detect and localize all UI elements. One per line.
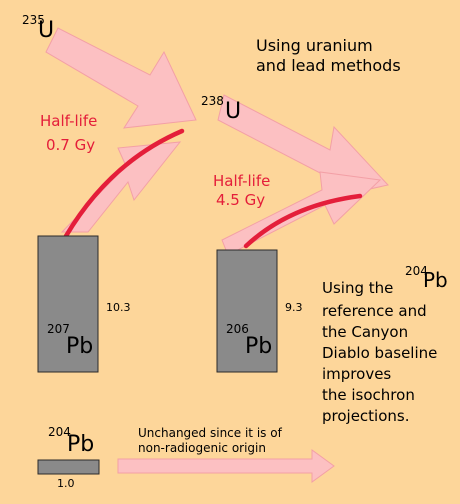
side-note-line-5: improves [322,365,392,383]
pb204-note-line-1: Unchanged since it is of [138,426,282,440]
pb206-value: 9.3 [285,301,303,314]
title-line-2: and lead methods [256,56,401,75]
pb204-value: 1.0 [57,477,75,490]
side-note-line-7: projections. [322,407,410,425]
pb204-symbol: Pb [67,432,95,457]
side-note-line-3: the Canyon [322,323,409,341]
u238-symbol: U [225,99,242,124]
u235-half-life-value: 0.7 Gy [46,136,96,154]
pb207-growth-arrow [60,141,182,233]
side-note-line-1: Using the [322,279,394,297]
pb204-note-line-2: non-radiogenic origin [138,441,266,455]
side-note-line-2: reference and [322,302,427,320]
pb206-symbol: Pb [245,334,273,359]
u235-half-life-curve [63,128,185,239]
pb207-bar [37,235,99,373]
side-note-line-6: the isochron [322,386,415,404]
side-note-ref-symbol: Pb [423,268,448,292]
u238-half-life-label: Half-life [213,172,271,190]
pb206-mass-number: 206 [226,322,249,336]
side-note-ref-mass: 204 [405,264,428,278]
pb207-mass-number: 207 [47,322,70,336]
pb207-value: 10.3 [106,301,131,314]
u235-decay-arrow [45,27,197,129]
u235-half-life-label: Half-life [40,112,98,130]
pb207-symbol: Pb [66,334,94,359]
u235-symbol: U [38,18,55,43]
pb204-mass-number: 204 [48,425,71,439]
title-line-1: Using uranium [256,36,373,55]
pb206-bar [216,249,278,373]
side-note-line-4: Diablo baseline [322,344,438,362]
pb204-unchanged-arrow [117,449,335,483]
pb204-bar [37,459,100,475]
u238-half-life-value: 4.5 Gy [216,191,266,209]
u238-half-life-curve [243,193,363,249]
u238-mass-number: 238 [201,94,224,108]
u235-mass-number: 235 [22,13,45,27]
